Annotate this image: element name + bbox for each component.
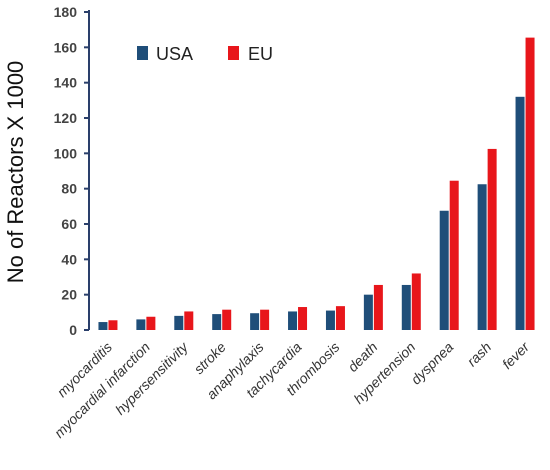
y-axis-label: No of Reactors X 1000 (3, 61, 28, 284)
category-label: rash (464, 339, 495, 370)
y-tick-label: 180 (54, 4, 78, 20)
bar-eu-stroke (222, 309, 232, 330)
y-tick-label: 60 (61, 216, 77, 232)
legend: USA EU (137, 44, 273, 64)
bar-usa-stroke (212, 314, 222, 330)
bar-eu-hypertension (411, 273, 421, 330)
legend-usa-swatch (137, 46, 148, 60)
bar-usa-hypertension (401, 284, 411, 330)
bar-usa-tachycardia (288, 311, 298, 330)
bars-group (98, 37, 535, 330)
y-tick-label: 80 (61, 181, 77, 197)
bar-usa-hypersensitivity (174, 315, 184, 330)
legend-eu-swatch (228, 46, 239, 60)
y-tick-label: 20 (61, 287, 77, 303)
bar-eu-thrombosis (335, 306, 345, 330)
bar-eu-fever (525, 37, 535, 330)
legend-eu-label: EU (248, 44, 273, 64)
bar-eu-rash (487, 148, 497, 330)
category-label: dyspnea (408, 339, 457, 388)
legend-usa-label: USA (156, 44, 193, 64)
bar-usa-myocardial-infarction (136, 319, 146, 330)
bar-usa-anaphylaxis (250, 313, 260, 330)
bar-usa-myocarditis (98, 322, 108, 330)
bar-usa-death (363, 294, 373, 330)
y-tick-label: 0 (69, 322, 77, 338)
bar-eu-tachycardia (298, 307, 308, 330)
bar-eu-myocardial-infarction (146, 316, 156, 330)
y-tick-label: 160 (54, 39, 78, 55)
bar-eu-anaphylaxis (260, 309, 270, 330)
y-tick-label: 120 (54, 110, 78, 126)
bar-eu-death (373, 284, 383, 330)
bar-usa-fever (515, 96, 525, 330)
y-axis-ticks: 0 20 40 60 80 100 120 140 160 180 (54, 4, 89, 338)
bar-eu-hypersensitivity (184, 311, 194, 330)
y-tick-label: 140 (54, 75, 78, 91)
y-tick-label: 100 (54, 145, 78, 161)
bar-usa-thrombosis (325, 310, 335, 330)
bar-eu-dyspnea (449, 180, 459, 330)
bar-eu-myocarditis (108, 320, 118, 330)
bar-usa-dyspnea (439, 210, 449, 330)
y-tick-label: 40 (61, 251, 77, 267)
category-label: fever (499, 338, 533, 372)
bar-usa-rash (477, 184, 487, 330)
